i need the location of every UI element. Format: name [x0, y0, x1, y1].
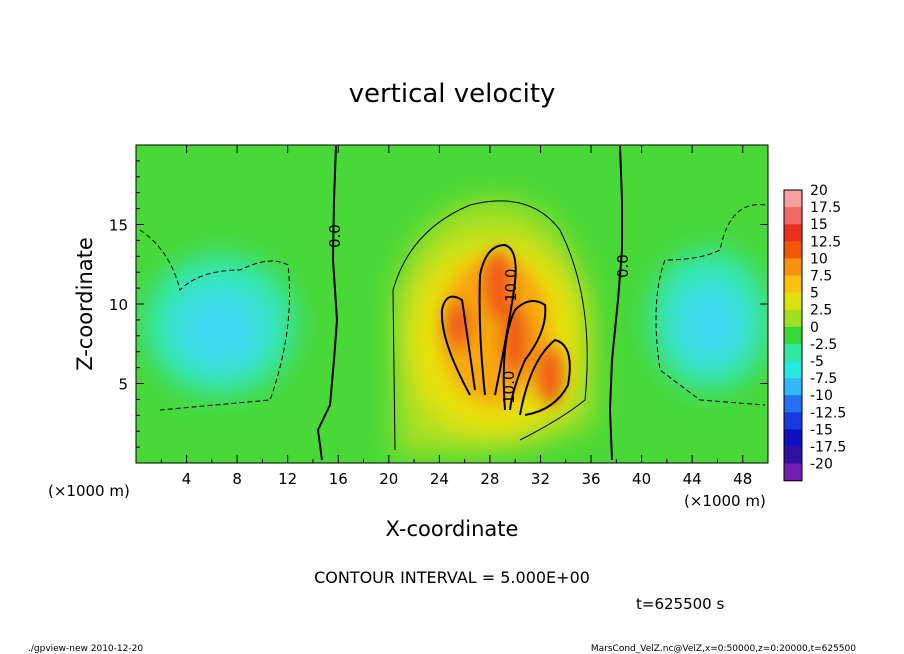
downdraft-left-core	[175, 290, 265, 370]
x-tick-label: 4	[182, 470, 192, 488]
colorbar-label: 10	[810, 251, 828, 267]
colorbar-label: -20	[810, 457, 833, 473]
colorbar-swatch	[784, 378, 802, 396]
colorbar-swatch	[784, 241, 802, 259]
contour-label: 10.0	[500, 371, 518, 404]
colorbar-swatch	[784, 343, 802, 362]
colorbar-swatch	[784, 309, 802, 328]
colorbar-swatch	[784, 361, 802, 379]
colorbar-label: 20	[810, 183, 828, 199]
contour-neg-left	[139, 229, 290, 411]
y-tick-label: 10	[109, 296, 128, 314]
contour-neg-right	[655, 204, 766, 406]
x-tick-label: 8	[232, 470, 242, 488]
plot-area: 0.0 10.0 10.0 0.0	[136, 145, 768, 463]
contour-label: 0.0	[326, 224, 344, 248]
contour-5	[392, 200, 588, 451]
colorbar-label: 5	[810, 286, 819, 302]
x-tick-label: 20	[379, 470, 398, 488]
colorbar-label: 15	[810, 217, 828, 233]
colorbar-label: 7.5	[810, 269, 832, 285]
zero-contour-right	[608, 145, 623, 461]
y-tick-label: 5	[118, 376, 128, 394]
colorbar-swatch	[784, 275, 802, 294]
colorbar-swatch	[784, 258, 802, 276]
x-tick-label: 40	[632, 470, 651, 488]
colorbar-swatch	[784, 207, 802, 225]
colorbar-swatch	[784, 326, 802, 345]
colorbar-label: -10	[810, 388, 833, 404]
colorbar-label: -7.5	[810, 371, 837, 387]
time-label: t=625500 s	[636, 595, 724, 613]
colorbar-label: -12.5	[810, 405, 846, 421]
colorbar-swatch	[784, 190, 802, 208]
x-tick-label: 24	[430, 470, 449, 488]
core-1	[483, 250, 513, 320]
x-tick-label: 44	[683, 470, 702, 488]
contour-10-d	[519, 338, 571, 416]
contours-thin	[139, 200, 766, 451]
chart-title: vertical velocity	[349, 79, 556, 109]
zero-contour-left	[316, 145, 339, 461]
y-tick-label: 15	[109, 217, 128, 235]
x-tick-label: 16	[329, 470, 348, 488]
contour-10-b	[440, 295, 476, 396]
colorbar-label: -5	[810, 354, 824, 370]
colorbar-swatch	[784, 429, 802, 447]
colorbar-swatch	[784, 412, 802, 430]
colorbar-swatch	[784, 224, 802, 242]
footer-left: ./gpview-new 2010-12-20	[28, 644, 143, 654]
colorbar-label: -2.5	[810, 337, 837, 353]
x-axis-title: X-coordinate	[386, 517, 519, 541]
footer-right: MarsCond_VelZ.nc@VelZ,x=0:50000,z=0:2000…	[591, 644, 856, 654]
x-tick-label: 28	[480, 470, 499, 488]
contour-10-a	[478, 243, 517, 396]
downdraft-right-core	[675, 285, 745, 365]
core-4	[537, 345, 563, 405]
x-tick-label: 32	[531, 470, 550, 488]
x-axis: 4 8 12 16 20 24 28 32 36 40 44 48	[160, 145, 752, 488]
y-axis-title: Z-coordinate	[73, 237, 97, 371]
y-axis: 5 10 15	[109, 160, 768, 448]
colorbar-swatch	[784, 463, 802, 482]
x-unit-label: (×1000 m)	[48, 482, 130, 500]
colorbar-frame	[783, 189, 803, 482]
colorbar-label: -17.5	[810, 440, 846, 456]
colorbar-swatch	[784, 446, 802, 465]
colorbar-swatch	[784, 292, 802, 311]
colorbar-label: 17.5	[810, 200, 841, 216]
colorbar-label: -15	[810, 422, 833, 438]
contour-10-c	[502, 300, 547, 411]
colorbar-label: 2.5	[810, 303, 832, 319]
colorbar-swatch	[784, 395, 802, 413]
contour-interval: CONTOUR INTERVAL = 5.000E+00	[314, 568, 590, 587]
x-tick-label: 48	[733, 470, 752, 488]
contour-label: 10.0	[502, 269, 520, 302]
colorbar-label: 12.5	[810, 234, 841, 250]
core-2	[445, 300, 471, 350]
contour-labels: 0.0 10.0 10.0 0.0	[326, 224, 632, 404]
x-tick-label: 12	[278, 470, 297, 488]
colorbar-label: 0	[810, 320, 819, 336]
x-tick-label: 36	[581, 470, 600, 488]
y-unit-label: (×1000 m)	[684, 492, 766, 510]
contour-label: 0.0	[614, 254, 632, 278]
contours-bold	[316, 145, 623, 461]
